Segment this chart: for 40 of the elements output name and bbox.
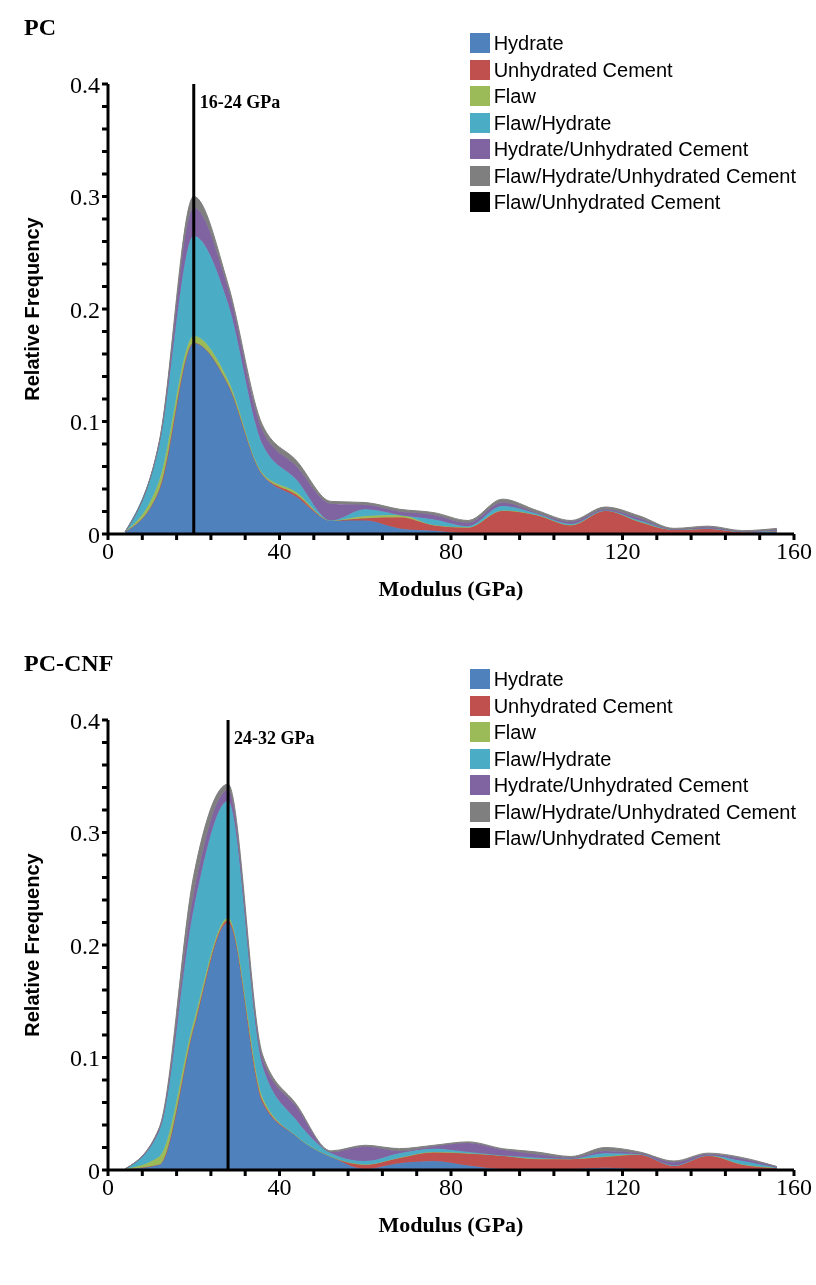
legend-label: Flaw/Hydrate/Unhydrated Cement	[493, 799, 796, 825]
y-axis-title: Relative Frequency	[21, 852, 44, 1037]
x-tick-label: 160	[776, 538, 812, 565]
x-tick-label: 160	[776, 1174, 812, 1201]
ref-line-label: 24-32 GPa	[234, 728, 315, 748]
legend-label: Flaw	[493, 720, 536, 745]
legend-label: Unhydrated Cement	[493, 57, 673, 83]
legend-label: Hydrate/Unhydrated Cement	[493, 773, 749, 798]
chart-title: PC	[24, 14, 56, 41]
y-tick-label: 0.3	[70, 184, 100, 211]
y-tick-label: 0	[88, 1157, 100, 1184]
x-tick-label: 80	[439, 538, 463, 565]
x-tick-label: 120	[604, 1174, 641, 1201]
y-tick-label: 0	[88, 521, 100, 548]
y-axis-title: Relative Frequency	[21, 216, 44, 401]
ref-line-label: 16-24 GPa	[199, 92, 281, 112]
legend-label: Flaw/Unhydrated Cement	[493, 826, 721, 851]
y-tick-label: 0.1	[70, 1045, 100, 1072]
legend-label: Flaw/Hydrate	[493, 110, 612, 136]
chart-title: PC-CNF	[24, 650, 114, 677]
y-tick-label: 0.4	[70, 71, 100, 98]
y-tick-label: 0.2	[70, 932, 100, 959]
x-tick-label: 40	[267, 538, 292, 565]
legend-label: Flaw/Unhydrated Cement	[493, 190, 721, 215]
x-tick-label: 120	[604, 538, 641, 565]
x-axis-title: Modulus (GPa)	[378, 576, 524, 601]
legend-label: Hydrate	[493, 31, 564, 56]
x-axis-title: Modulus (GPa)	[378, 1212, 524, 1237]
y-tick-label: 0.4	[70, 707, 100, 734]
y-tick-label: 0.3	[70, 820, 100, 847]
legend-label: Flaw/Hydrate/Unhydrated Cement	[493, 163, 796, 189]
legend-label: Hydrate	[493, 667, 564, 692]
legend-label: Hydrate/Unhydrated Cement	[493, 137, 749, 162]
y-tick-label: 0.2	[70, 296, 100, 323]
x-tick-label: 80	[439, 1174, 463, 1201]
legend-label: Unhydrated Cement	[493, 693, 673, 719]
x-tick-label: 40	[267, 1174, 292, 1201]
legend-label: Flaw	[493, 84, 536, 109]
y-tick-label: 0.1	[70, 409, 100, 436]
legend-label: Flaw/Hydrate	[493, 746, 612, 772]
